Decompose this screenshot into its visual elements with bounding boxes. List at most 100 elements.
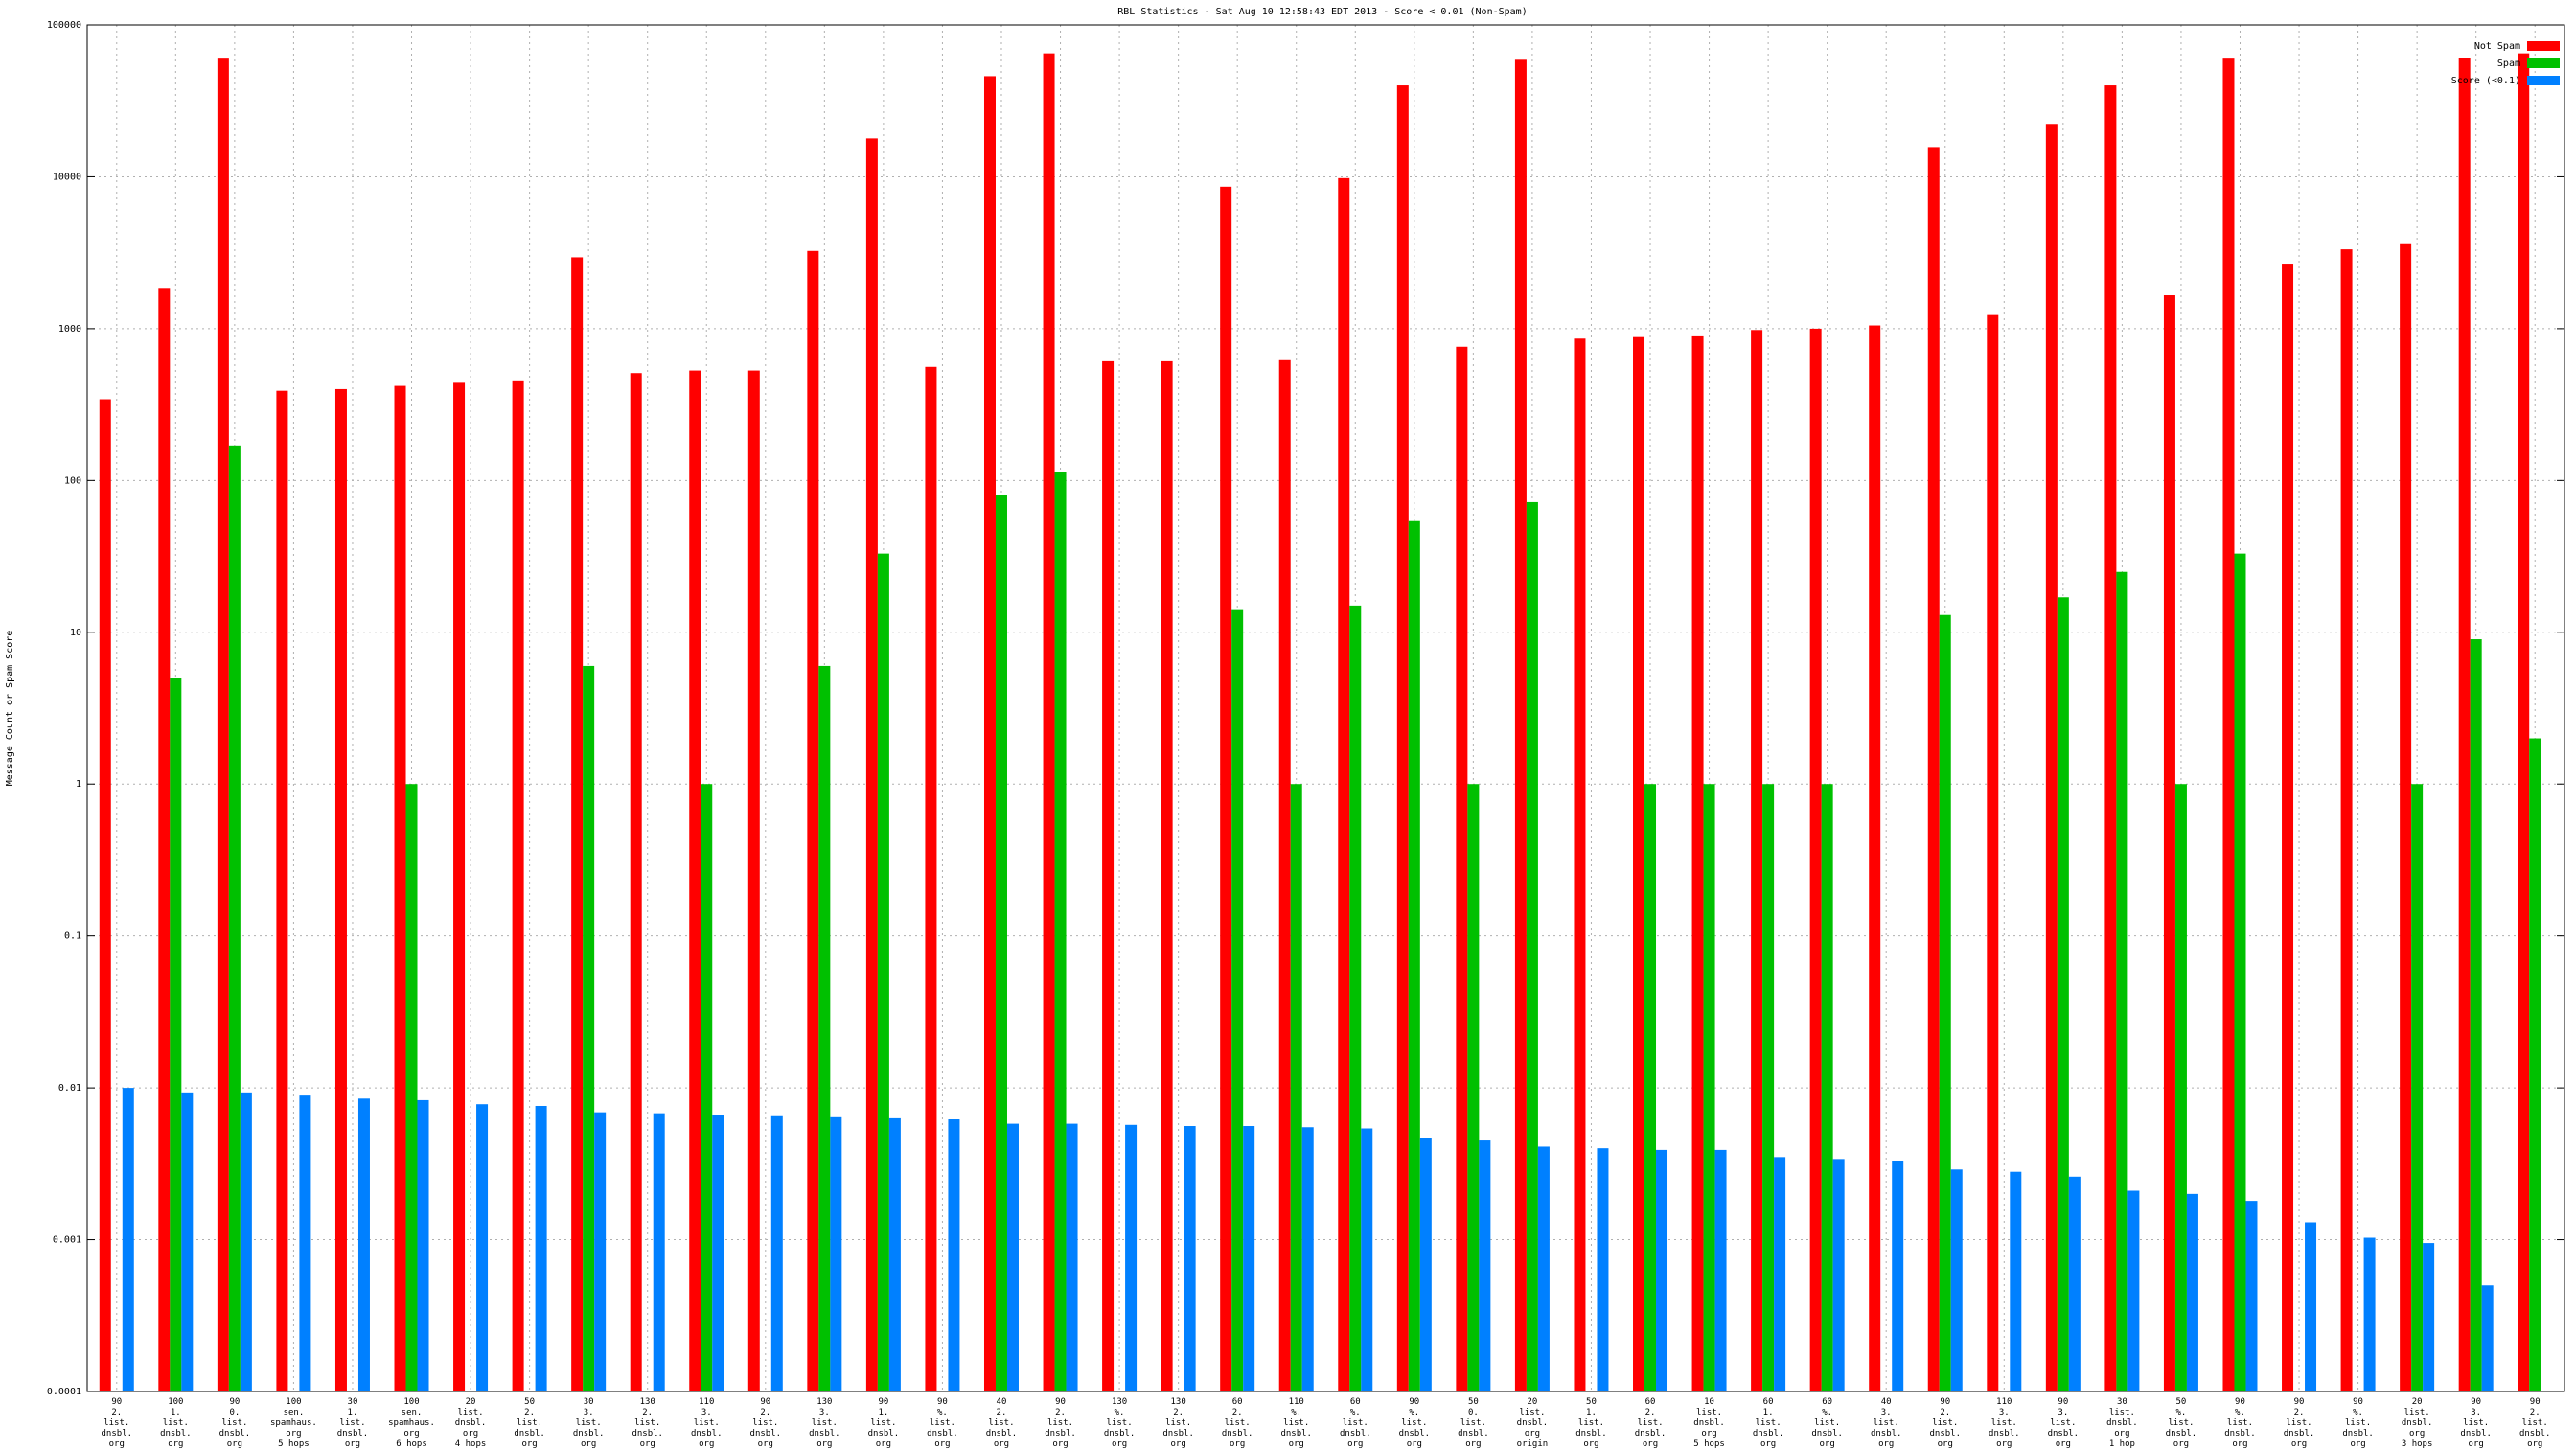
bar: [1184, 1126, 1196, 1392]
bar: [1396, 85, 1409, 1392]
x-tick-label: 110 %. list. dnsbl. org 3 hops: [1280, 1397, 1312, 1449]
x-tick-label: 20 list. dnsbl. org origin: [1516, 1397, 1549, 1449]
x-tick-label: 110 3. list. dnsbl. org 3 hops: [690, 1397, 723, 1449]
bar: [181, 1092, 194, 1392]
x-tick-label: 40 3. list. dnsbl. org 2 hops: [1870, 1397, 1902, 1449]
bar: [1869, 325, 1881, 1392]
x-tick-label: 90 %. list. dnsbl. org 4 hops: [927, 1397, 958, 1449]
x-tick-label: 50 %. list. dnsbl. org 5 hops: [2165, 1397, 2197, 1449]
bar: [1526, 501, 1538, 1392]
x-tick-label: 130 %. list. dnsbl. org 3 hops: [1103, 1397, 1136, 1449]
x-tick-label: 60 2. list. dnsbl. org 1 hop: [1221, 1397, 1254, 1449]
bar: [995, 494, 1007, 1392]
x-tick-label: 90 3. list. dnsbl. org 2 hops: [2047, 1397, 2080, 1449]
x-tick-label: 10 list. dnsbl. org 5 hops: [1693, 1397, 1725, 1449]
bar: [865, 138, 878, 1392]
bar: [1809, 328, 1822, 1392]
bar: [170, 678, 182, 1392]
bar: [405, 784, 418, 1392]
bar: [2234, 553, 2246, 1392]
x-tick-label: 60 %. list. dnsbl. org 1 hop: [1340, 1397, 1371, 1449]
bar: [1290, 784, 1302, 1392]
y-tick-label: 100000: [47, 20, 81, 31]
bar: [1892, 1161, 1904, 1392]
bar: [1762, 784, 1775, 1392]
legend-swatch: [2527, 58, 2560, 68]
bar: [770, 1116, 783, 1392]
x-tick-label: 50 1. list. dnsbl. org 5 hops: [1576, 1397, 1607, 1449]
bar: [2529, 738, 2542, 1392]
x-tick-label: 20 list. dnsbl. org 4 hops: [454, 1397, 487, 1449]
bar: [2305, 1222, 2317, 1392]
bar: [1054, 472, 1067, 1392]
bar: [630, 373, 642, 1392]
bar: [1514, 59, 1527, 1392]
bar: [158, 288, 171, 1392]
bar: [535, 1105, 547, 1392]
bar: [2400, 243, 2412, 1392]
bar: [1408, 520, 1420, 1392]
bar: [476, 1104, 489, 1392]
bar: [1703, 784, 1715, 1392]
bar: [99, 399, 111, 1392]
x-tick-label: 60 2. list. dnsbl. org 2 hops: [1634, 1397, 1667, 1449]
bar: [1361, 1128, 1373, 1392]
bar: [2363, 1237, 2376, 1392]
y-tick-label: 0.0001: [47, 1387, 81, 1397]
bar: [1419, 1138, 1432, 1392]
bar: [1633, 336, 1645, 1392]
bar: [2222, 58, 2235, 1392]
bar: [1751, 330, 1763, 1392]
x-tick-label: 60 %. list. dnsbl. org 2 hops: [1811, 1397, 1843, 1449]
bar: [1821, 784, 1833, 1392]
y-tick-label: 10: [70, 628, 81, 638]
bar: [877, 553, 889, 1392]
bar: [2104, 85, 2117, 1392]
bar: [983, 76, 996, 1392]
x-tick-label: 90 2. list. dnsbl. org 3 hops: [749, 1397, 782, 1449]
x-tick-label: 90 2. list. dnsbl. org 3 hops: [2283, 1397, 2315, 1449]
bar: [1927, 147, 1940, 1392]
bar: [2423, 1243, 2435, 1392]
bar: [1301, 1127, 1314, 1392]
bar: [1656, 1149, 1668, 1392]
bar: [689, 370, 702, 1392]
y-tick-label: 1: [76, 779, 81, 790]
x-tick-label: 40 2. list. dnsbl. org origin: [985, 1397, 1018, 1449]
y-tick-label: 0.01: [58, 1083, 81, 1093]
bar: [1644, 784, 1657, 1392]
bar: [1006, 1123, 1019, 1392]
bar: [1220, 186, 1232, 1392]
bar: [807, 250, 819, 1392]
bar: [2068, 1176, 2081, 1392]
legend-swatch: [2527, 41, 2560, 51]
legend-label: Spam: [2497, 58, 2520, 69]
bar: [1987, 314, 1999, 1392]
y-tick-label: 10000: [53, 172, 81, 182]
bar: [2470, 639, 2482, 1392]
bar: [299, 1095, 311, 1392]
bar: [1043, 53, 1055, 1392]
x-tick-label: 90 %. list. dnsbl. org 3 hops: [2342, 1397, 2374, 1449]
bar: [818, 665, 831, 1392]
x-tick-label: 90 0. list. dnsbl. org origin: [218, 1397, 251, 1449]
bar: [2010, 1171, 2022, 1392]
bar: [1102, 360, 1115, 1392]
bar: [2186, 1193, 2198, 1392]
x-tick-label: 130 2. list. dnsbl. org 2 hops: [632, 1397, 663, 1449]
y-tick-label: 0.001: [53, 1235, 81, 1246]
legend-swatch: [2527, 76, 2560, 85]
bar: [571, 257, 584, 1392]
x-tick-label: 100 1. list. dnsbl. org 2 hops: [160, 1397, 192, 1449]
x-tick-label: 50 0. list. dnsbl. org 5 hops: [1458, 1397, 1489, 1449]
x-tick-label: 130 3. list. dnsbl. org 1 hop: [809, 1397, 840, 1449]
bar: [583, 665, 595, 1392]
bar: [334, 388, 347, 1392]
x-tick-label: 110 3. list. dnsbl. org 1 hop: [1989, 1397, 2020, 1449]
bar: [417, 1099, 429, 1392]
x-tick-label: 30 list. dnsbl. org 1 hop: [2106, 1397, 2138, 1449]
x-tick-label: 60 1. list. dnsbl. org 5 hops: [1752, 1397, 1784, 1449]
bar: [122, 1088, 134, 1392]
